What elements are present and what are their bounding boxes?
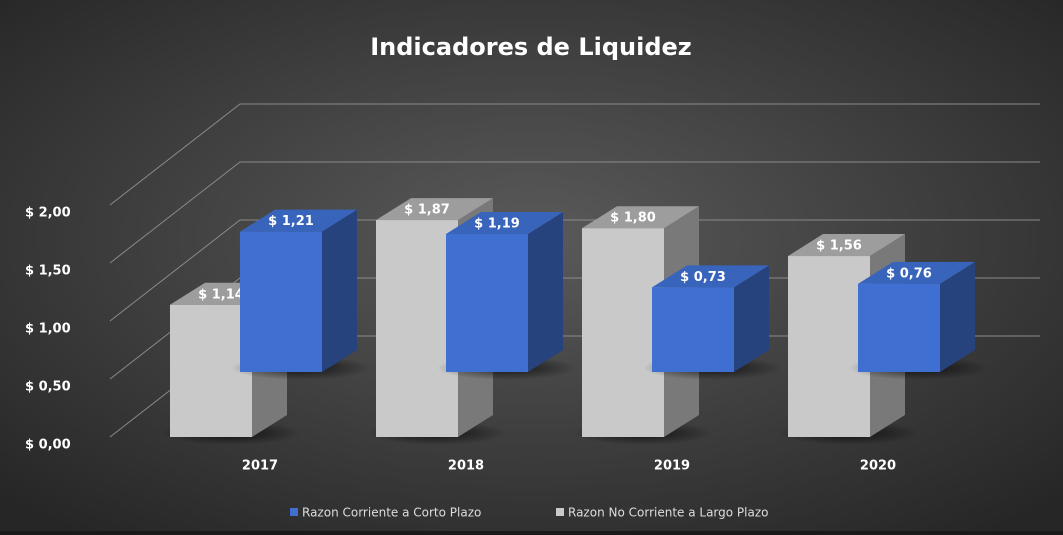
bar-top <box>582 206 699 229</box>
bar <box>652 287 734 372</box>
x-tick-label: 2018 <box>448 459 484 474</box>
x-tick-label: 2019 <box>654 459 690 474</box>
data-label: $ 1,21 <box>268 214 314 229</box>
data-label: $ 1,80 <box>610 211 656 226</box>
legend-swatch <box>290 508 298 516</box>
y-tick-label: $ 0,00 <box>25 438 71 453</box>
bar <box>446 233 528 372</box>
bar <box>858 283 940 372</box>
bar-side <box>734 265 769 372</box>
bar-side <box>322 209 357 372</box>
bar-side <box>528 211 563 372</box>
bar-top <box>652 265 769 288</box>
bar-top <box>446 211 563 234</box>
bar-side <box>940 261 975 372</box>
x-tick-label: 2017 <box>242 459 278 474</box>
chart-title: Indicadores de Liquidez <box>370 33 692 61</box>
bar <box>376 220 458 437</box>
bar-top <box>788 234 905 257</box>
y-tick-label: $ 1,50 <box>25 264 71 279</box>
bar <box>788 256 870 437</box>
legend-label: Razon Corriente a Corto Plazo <box>302 506 481 520</box>
y-tick-label: $ 2,00 <box>25 206 71 221</box>
data-label: $ 1,14 <box>198 287 244 302</box>
legend-label: Razon No Corriente a Largo Plazo <box>568 506 769 520</box>
bar <box>240 231 322 372</box>
bar-top <box>240 209 357 232</box>
bar <box>582 228 664 437</box>
grid-line <box>109 219 1040 322</box>
y-tick-label: $ 0,50 <box>25 380 71 395</box>
data-label: $ 0,73 <box>680 270 726 285</box>
data-label: $ 0,76 <box>886 266 932 281</box>
x-tick-label: 2020 <box>860 459 896 474</box>
bar-top <box>376 198 493 221</box>
data-label: $ 1,87 <box>404 203 450 218</box>
y-tick-label: $ 1,00 <box>25 322 71 337</box>
grid-line <box>109 161 1040 264</box>
legend-swatch <box>556 508 564 516</box>
data-label: $ 1,56 <box>816 239 862 254</box>
bar-top <box>858 261 975 284</box>
grid-line <box>109 103 1040 206</box>
data-label: $ 1,19 <box>474 216 520 231</box>
